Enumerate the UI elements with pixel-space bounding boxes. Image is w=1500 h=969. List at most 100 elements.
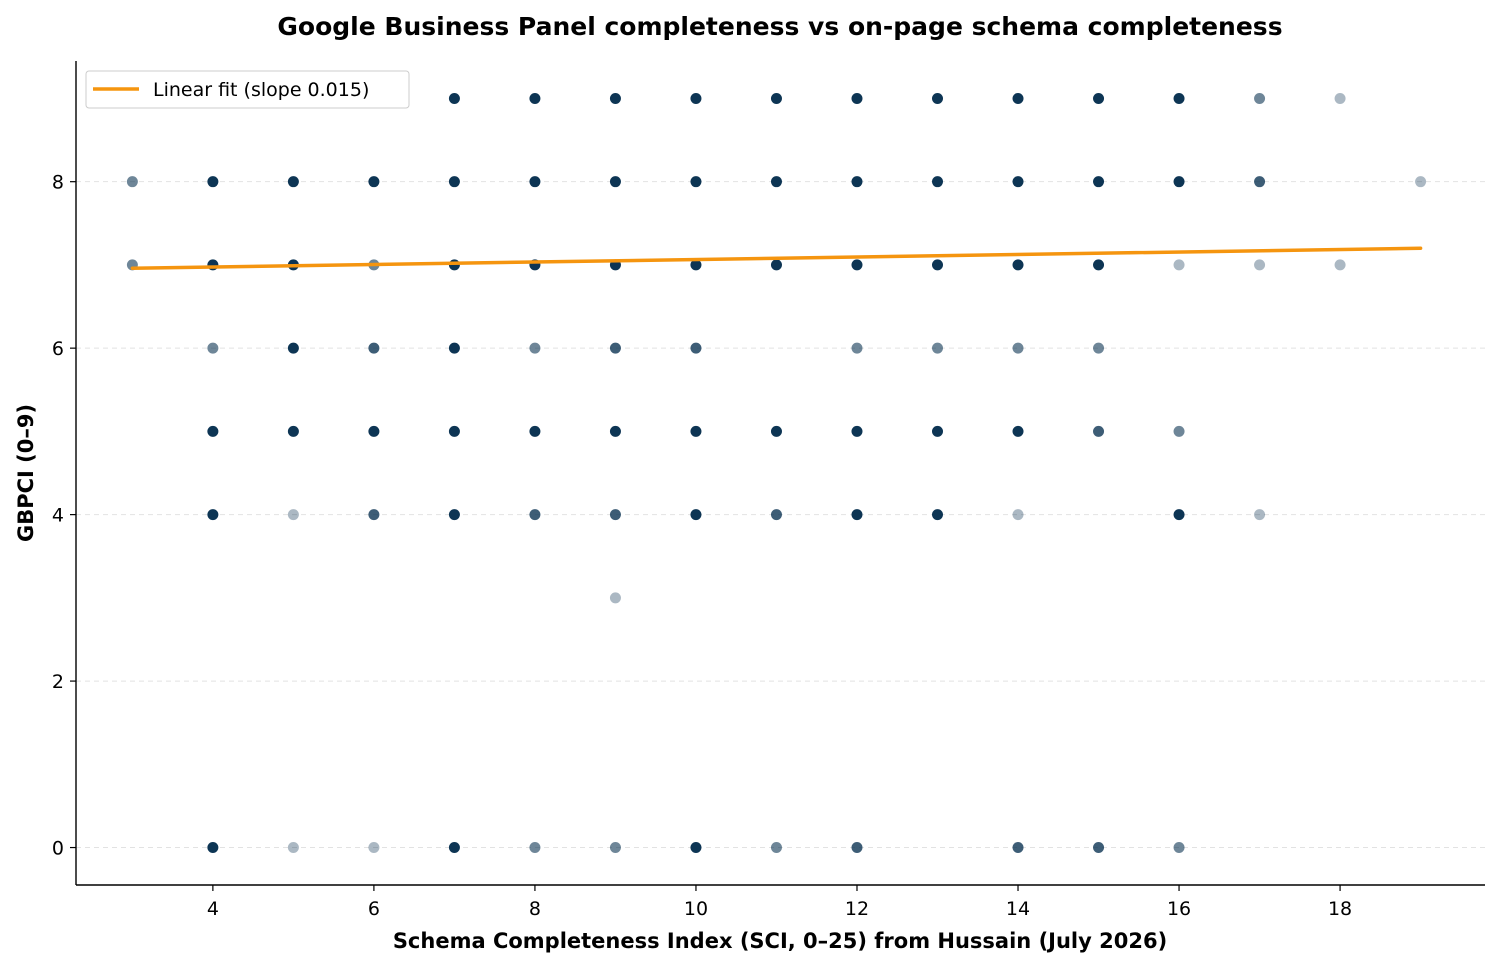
- data-point: [851, 259, 863, 271]
- data-point: [770, 425, 782, 437]
- data-point: [448, 342, 460, 354]
- data-point: [1093, 425, 1105, 437]
- data-point: [851, 176, 863, 188]
- data-point: [1093, 342, 1105, 354]
- data-point: [529, 176, 541, 188]
- data-point: [1173, 425, 1185, 437]
- data-point: [851, 425, 863, 437]
- data-point: [1415, 176, 1427, 188]
- data-point: [529, 509, 541, 521]
- y-tick-label: 0: [52, 838, 64, 860]
- y-tick-label: 6: [52, 338, 64, 360]
- data-point: [207, 842, 219, 854]
- x-tick-label: 14: [1006, 898, 1030, 920]
- data-point: [448, 176, 460, 188]
- data-point: [609, 342, 621, 354]
- data-point: [770, 842, 782, 854]
- data-point: [690, 92, 702, 104]
- x-tick-label: 18: [1328, 898, 1352, 920]
- y-tick-label: 8: [52, 172, 64, 194]
- data-point: [1093, 259, 1105, 271]
- data-point: [529, 342, 541, 354]
- legend-box: [85, 70, 410, 109]
- data-point: [851, 509, 863, 521]
- legend-label-fit-line: Linear fit (slope 0.015): [153, 79, 369, 101]
- data-point: [690, 259, 702, 271]
- data-point: [448, 842, 460, 854]
- axes: [75, 61, 1485, 886]
- data-point: [529, 425, 541, 437]
- data-point: [1254, 92, 1266, 104]
- data-point: [1012, 176, 1024, 188]
- data-point: [932, 342, 944, 354]
- data-point: [1093, 92, 1105, 104]
- data-point: [448, 92, 460, 104]
- y-axis-label: GBPCI (0–9): [14, 404, 38, 542]
- data-point: [932, 509, 944, 521]
- data-point: [126, 176, 138, 188]
- x-tick-label: 8: [529, 898, 541, 920]
- data-point: [1012, 259, 1024, 271]
- data-point: [287, 342, 299, 354]
- data-point: [1173, 92, 1185, 104]
- data-point: [1012, 509, 1024, 521]
- data-point: [609, 92, 621, 104]
- data-point: [932, 425, 944, 437]
- data-point: [368, 176, 380, 188]
- data-point: [207, 176, 219, 188]
- data-point: [609, 842, 621, 854]
- data-point: [690, 842, 702, 854]
- data-point: [1254, 509, 1266, 521]
- data-point: [368, 425, 380, 437]
- x-tick-label: 10: [684, 898, 708, 920]
- data-point: [609, 509, 621, 521]
- fit-line-layer: [130, 246, 1423, 270]
- data-point: [770, 509, 782, 521]
- data-point: [770, 259, 782, 271]
- data-point: [287, 176, 299, 188]
- data-point: [770, 92, 782, 104]
- data-point: [287, 842, 299, 854]
- data-point: [770, 176, 782, 188]
- data-point: [609, 425, 621, 437]
- data-point: [207, 425, 219, 437]
- x-axis-ticks: 4 6 8 10 12 14 16 18: [207, 885, 1352, 920]
- data-point: [368, 509, 380, 521]
- data-point: [690, 425, 702, 437]
- data-point: [448, 425, 460, 437]
- y-axis-ticks: 0 2 4 6 8: [52, 172, 76, 860]
- x-axis-label: Schema Completeness Index (SCI, 0–25) fr…: [393, 929, 1167, 953]
- data-point: [1012, 342, 1024, 354]
- data-point: [207, 342, 219, 354]
- data-point: [1173, 842, 1185, 854]
- data-point: [932, 176, 944, 188]
- y-tick-label: 2: [52, 671, 64, 693]
- data-point: [1093, 176, 1105, 188]
- data-point: [1012, 842, 1024, 854]
- legend: Linear fit (slope 0.015): [85, 70, 410, 109]
- y-tick-label: 4: [52, 505, 64, 527]
- data-point: [448, 509, 460, 521]
- data-point: [690, 509, 702, 521]
- data-point: [1093, 842, 1105, 854]
- chart-title: Google Business Panel completeness vs on…: [277, 12, 1282, 41]
- data-point: [932, 92, 944, 104]
- data-point: [1254, 176, 1266, 188]
- data-point: [690, 342, 702, 354]
- data-point: [1173, 176, 1185, 188]
- x-tick-label: 12: [845, 898, 869, 920]
- data-point: [529, 842, 541, 854]
- data-point: [368, 342, 380, 354]
- x-tick-label: 16: [1167, 898, 1191, 920]
- data-point: [1012, 425, 1024, 437]
- data-point: [1254, 259, 1266, 271]
- data-point: [368, 842, 380, 854]
- data-point: [529, 92, 541, 104]
- data-point: [287, 425, 299, 437]
- fit-line: [130, 246, 1423, 270]
- data-points: [126, 92, 1427, 854]
- data-point: [1334, 92, 1346, 104]
- data-point: [1334, 259, 1346, 271]
